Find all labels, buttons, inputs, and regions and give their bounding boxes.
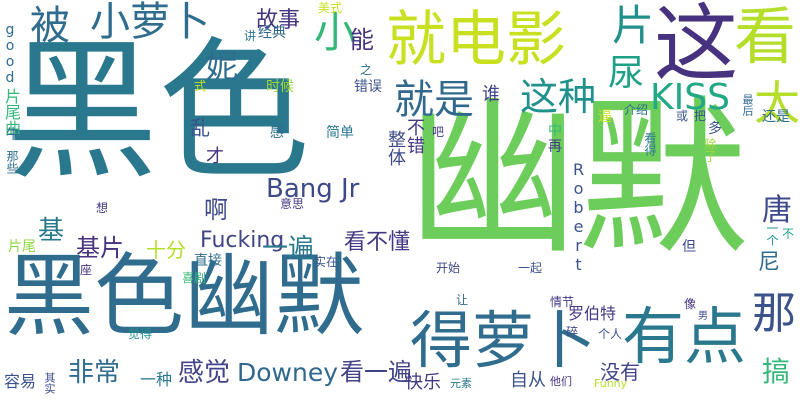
word-gao: 搞 (762, 355, 791, 388)
word-niu: 牛 (6, 127, 20, 143)
word-feichang: 非常 (68, 358, 121, 388)
word-pianweiqu: 片尾曲 (2, 88, 21, 136)
word-fucking: Fucking (200, 228, 285, 253)
word-heise-youmo: 黑色幽默 (4, 244, 364, 349)
word-haishi: 还是 (762, 109, 790, 125)
word-juede: 觉得 (128, 327, 153, 341)
word-good: good (2, 22, 18, 86)
word-zhezhong: 这种 (520, 75, 597, 119)
word-zuihou: 最后 (741, 94, 754, 116)
word-ba2: 把 (694, 109, 707, 123)
word-zicong: 自从 (510, 370, 546, 391)
word-bang-jr: Bang Jr (266, 174, 360, 204)
word-duo: 多 (708, 121, 722, 137)
word-neng: 能 (350, 26, 374, 54)
word-gan: 感 (270, 125, 284, 141)
word-jingdian: 经典 (258, 25, 286, 41)
word-qishi: 其实 (43, 372, 56, 394)
word-ji: 基 (38, 216, 65, 246)
word-youdian: 有点 (622, 300, 747, 373)
word-cai: 才 (206, 146, 224, 167)
word-kanbudong: 看不懂 (344, 230, 411, 255)
word-meiyou: 没有 (600, 360, 640, 384)
word-yuansu: 元素 (450, 377, 472, 390)
word-yisi: 意思 (280, 197, 305, 211)
word-pianwei: 片尾 (8, 239, 36, 255)
word-naxie: 那些 (5, 150, 19, 174)
word-kaishi: 开始 (436, 261, 461, 275)
word-downey: Downey (237, 358, 339, 387)
word-meishi: 美式 (318, 1, 343, 15)
word-kande: 看得 (643, 132, 657, 156)
word-zuo: 座 (80, 263, 93, 277)
word-robert: Robert (569, 160, 588, 274)
word-cuowu: 错误 (354, 79, 382, 95)
word-rang: 让 (456, 293, 469, 307)
word-kan-yibian: 看一遍 (340, 358, 412, 386)
word-bi: 逼 (598, 109, 612, 125)
word-ganjue: 感觉 (178, 358, 231, 388)
word-de-luobo: 得萝卜 (410, 304, 597, 377)
word-kuaile: 快乐 (405, 372, 441, 393)
word-heise: 黑色 (6, 23, 310, 200)
word-sui: 碎 (566, 325, 579, 339)
word-zhe: 这 (654, 0, 739, 93)
word-xiju: 喜剧 (182, 271, 207, 285)
word-xiao-luobo: 小萝卜 (90, 0, 210, 45)
word-xiang2: 像 (684, 297, 697, 311)
word-tai: 太 (754, 76, 800, 130)
word-xiao: 小 (314, 8, 357, 57)
word-kiss: KISS (650, 77, 730, 118)
word-ni2: 尼 (758, 250, 781, 275)
word-ba: 吧 (432, 125, 445, 139)
word-xiang: 想 (96, 201, 109, 215)
word-zhi: 之 (360, 63, 373, 77)
word-nan: 男 (698, 311, 708, 322)
word-na: 那 (752, 288, 796, 339)
word-funny: Funny (594, 377, 628, 390)
word-ni: 妮 (206, 47, 239, 85)
word-jieshao: 介绍 (624, 103, 649, 117)
word-luobote: 罗伯特 (568, 304, 617, 323)
word-qingjie: 情节 (550, 295, 575, 309)
word-bu: 不 (782, 227, 795, 241)
word-rongyi: 容易 (4, 372, 37, 391)
word-shui: 谁 (482, 84, 500, 105)
word-geren: 个人 (598, 327, 623, 341)
word-yige: 一个 (765, 222, 779, 246)
word-jiang: 讲 (244, 29, 257, 43)
word-luan: 乱 (190, 116, 210, 140)
word-kan: 看 (734, 0, 797, 73)
word-jipian: 基片 (76, 234, 124, 262)
word-zai: 再 (548, 139, 562, 155)
word-zhong: 中 (548, 123, 562, 139)
word-shi: 式 (194, 79, 207, 93)
word-youmo: 幽默 (408, 81, 749, 279)
word-tamen: 他们 (550, 375, 572, 388)
word-tang: 唐 (762, 193, 792, 228)
word-shifen: 十分 (146, 238, 186, 262)
word-jiu-dianying: 就电影 (386, 5, 566, 75)
word-yibian: 一遍 (262, 234, 315, 264)
word-yizhong: 一种 (140, 370, 173, 389)
word-jiushi: 就是 (394, 77, 474, 123)
word-yiqi: 一起 (518, 261, 543, 275)
word-shihou: 时候 (266, 79, 294, 95)
word-jiandan: 简单 (326, 125, 354, 141)
word-huo: 或 (676, 109, 689, 123)
word-zhengti: 整体 (385, 130, 406, 166)
word-shizai: 实在 (314, 255, 339, 269)
word-chule: 除了 (703, 138, 717, 162)
word-zhijie: 直接 (194, 253, 222, 269)
word-gushi: 故事 (256, 8, 301, 33)
word-a: 啊 (204, 196, 228, 224)
word-niao: 尿 (608, 53, 645, 94)
word-pian: 片 (612, 1, 655, 50)
word-dan: 但 (682, 239, 696, 255)
word-bucuo: 不错 (404, 118, 425, 154)
word-bei: 被 (30, 3, 70, 49)
